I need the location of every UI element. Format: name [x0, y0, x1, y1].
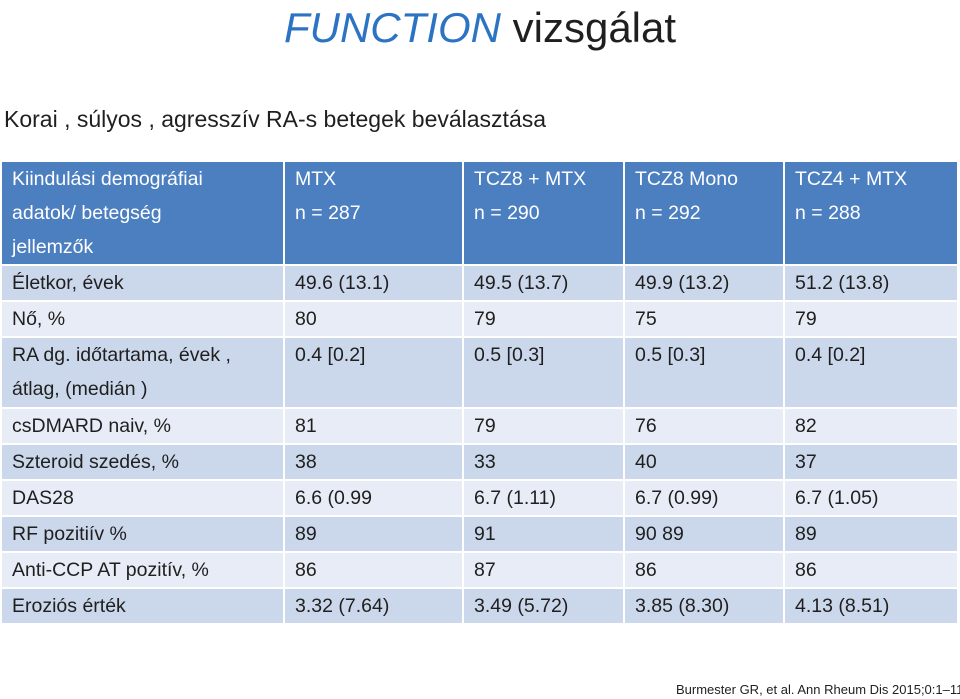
baseline-characteristics-table: Kiindulási demográfiai adatok/ betegség … [2, 162, 957, 625]
cell-value: 40 [624, 444, 785, 481]
cell-value: 3.49 (5.72) [463, 588, 625, 625]
row-label: Szteroid szedés, % [2, 444, 285, 481]
table-row: Szteroid szedés, % 38 33 40 37 [2, 444, 957, 481]
table-row: RF pozitiív % 89 91 90 89 89 [2, 516, 957, 553]
group-name: MTX [295, 168, 337, 190]
row-label: csDMARD naiv, % [2, 408, 285, 445]
cell-value: 49.5 (13.7) [463, 265, 625, 302]
table-row: Eroziós érték 3.32 (7.64) 3.49 (5.72) 3.… [2, 588, 957, 625]
header-label-cell: Kiindulási demográfiai adatok/ betegség … [2, 162, 285, 266]
cell-value: 38 [284, 444, 464, 481]
slide-subtitle: Korai , súlyos , agresszív RA-s betegek … [4, 106, 547, 132]
cell-value: 3.32 (7.64) [284, 588, 464, 625]
table-row: RA dg. időtartama, évek , átlag, (medián… [2, 337, 957, 409]
group-n: n = 290 [474, 202, 540, 224]
row-label: RF pozitiív % [2, 516, 285, 553]
row-label: Életkor, évek [2, 265, 285, 302]
cell-value: 49.6 (13.1) [284, 265, 464, 302]
title-accent: FUNCTION [283, 4, 501, 51]
group-n: n = 287 [295, 202, 361, 224]
row-label: Anti-CCP AT pozitív, % [2, 552, 285, 589]
row-label: Nő, % [2, 301, 285, 338]
header-label-line-3: jellemzők [12, 236, 94, 258]
row-label: DAS28 [2, 480, 285, 517]
cell-value: 37 [784, 444, 957, 481]
table-row: Nő, % 80 79 75 79 [2, 301, 957, 338]
row-label-line-1: RA dg. időtartama, évek , [12, 344, 231, 366]
header-group-mtx: MTX n = 287 [284, 162, 464, 266]
row-label-line-2: átlag, (medián ) [12, 378, 148, 400]
cell-value: 0.5 [0.3] [463, 337, 625, 409]
header-group-tcz8-mono: TCZ8 Mono n = 292 [624, 162, 785, 266]
cell-value: 49.9 (13.2) [624, 265, 785, 302]
cell-value: 82 [784, 408, 957, 445]
cell-value: 79 [463, 301, 625, 338]
cell-value: 86 [624, 552, 785, 589]
group-name: TCZ8 + MTX [474, 168, 587, 190]
cell-value: 75 [624, 301, 785, 338]
cell-value: 0.5 [0.3] [624, 337, 785, 409]
cell-value: 89 [784, 516, 957, 553]
table-header-row: Kiindulási demográfiai adatok/ betegség … [2, 162, 957, 266]
cell-value: 6.7 (1.11) [463, 480, 625, 517]
cell-value: 0.4 [0.2] [284, 337, 464, 409]
table-row: Életkor, évek 49.6 (13.1) 49.5 (13.7) 49… [2, 265, 957, 302]
cell-value: 79 [463, 408, 625, 445]
cell-value: 90 89 [624, 516, 785, 553]
header-label-line-2: adatok/ betegség [12, 202, 162, 224]
table-row: csDMARD naiv, % 81 79 76 82 [2, 408, 957, 445]
group-n: n = 288 [795, 202, 861, 224]
group-name: TCZ4 + MTX [795, 168, 908, 190]
cell-value: 33 [463, 444, 625, 481]
cell-value: 79 [784, 301, 957, 338]
cell-value: 86 [284, 552, 464, 589]
header-group-tcz8-mtx: TCZ8 + MTX n = 290 [463, 162, 625, 266]
citation: Burmester GR, et al. Ann Rheum Dis 2015;… [676, 682, 960, 697]
cell-value: 6.6 (0.99 [284, 480, 464, 517]
slide-title: FUNCTION vizsgálat [0, 2, 960, 54]
title-rest: vizsgálat [512, 4, 677, 51]
cell-value: 6.7 (0.99) [624, 480, 785, 517]
cell-value: 91 [463, 516, 625, 553]
cell-value: 87 [463, 552, 625, 589]
row-label: Eroziós érték [2, 588, 285, 625]
table-row: DAS28 6.6 (0.99 6.7 (1.11) 6.7 (0.99) 6.… [2, 480, 957, 517]
cell-value: 89 [284, 516, 464, 553]
cell-value: 6.7 (1.05) [784, 480, 957, 517]
table-row: Anti-CCP AT pozitív, % 86 87 86 86 [2, 552, 957, 589]
cell-value: 86 [784, 552, 957, 589]
cell-value: 76 [624, 408, 785, 445]
cell-value: 3.85 (8.30) [624, 588, 785, 625]
header-group-tcz4-mtx: TCZ4 + MTX n = 288 [784, 162, 957, 266]
cell-value: 0.4 [0.2] [784, 337, 957, 409]
cell-value: 51.2 (13.8) [784, 265, 957, 302]
group-n: n = 292 [635, 202, 701, 224]
group-name: TCZ8 Mono [635, 168, 738, 190]
cell-value: 4.13 (8.51) [784, 588, 957, 625]
row-label: RA dg. időtartama, évek , átlag, (medián… [2, 337, 285, 409]
header-label-line-1: Kiindulási demográfiai [12, 168, 203, 190]
cell-value: 81 [284, 408, 464, 445]
cell-value: 80 [284, 301, 464, 338]
